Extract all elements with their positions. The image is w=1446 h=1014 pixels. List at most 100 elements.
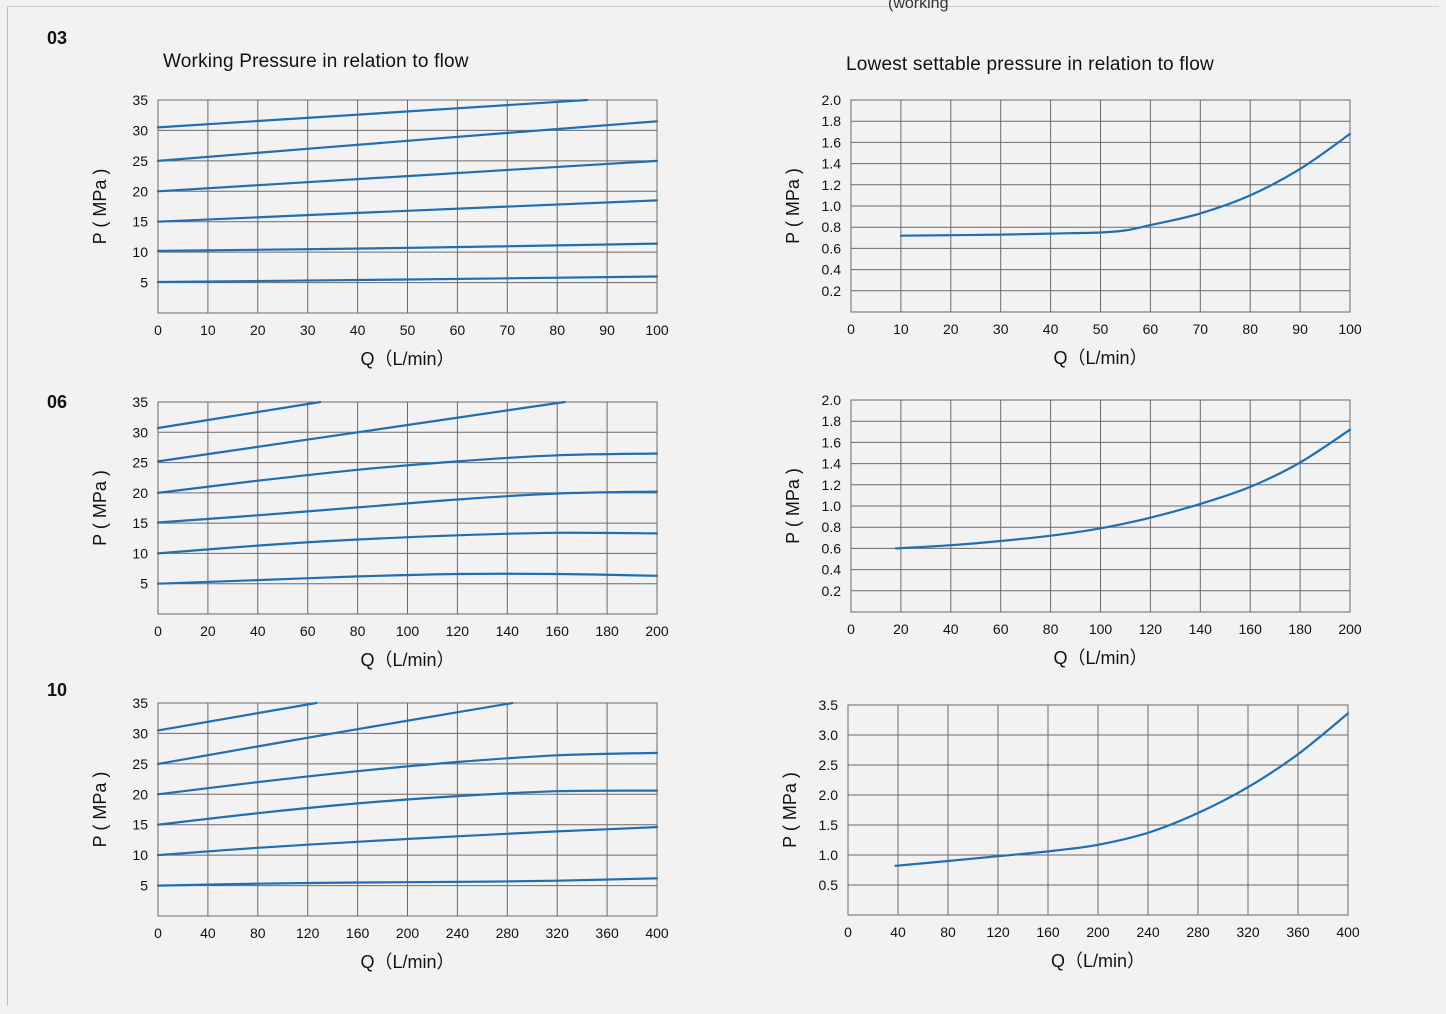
x-tick-label: 400 xyxy=(1336,924,1360,940)
x-tick-label: 50 xyxy=(1093,321,1109,337)
series-line-1 xyxy=(899,132,1352,237)
y-tick-label: 20 xyxy=(132,183,148,199)
x-tick-label: 80 xyxy=(1242,321,1258,337)
y-tick-label: 1.0 xyxy=(822,498,842,514)
series-line-5 xyxy=(156,242,659,252)
x-tick-label: 40 xyxy=(350,322,366,338)
y-tick-label: 3.5 xyxy=(819,697,839,713)
series-line-4 xyxy=(156,789,659,826)
y-tick-label: 1.8 xyxy=(822,413,842,429)
x-tick-label: 0 xyxy=(844,924,852,940)
x-tick-label: 30 xyxy=(300,322,316,338)
x-tick-label: 80 xyxy=(940,924,956,940)
x-tick-label: 0 xyxy=(154,925,162,941)
y-tick-label: 1.6 xyxy=(822,134,842,150)
x-tick-label: 10 xyxy=(200,322,216,338)
x-tick-label: 60 xyxy=(993,621,1009,637)
x-tick-label: 100 xyxy=(1338,321,1362,337)
x-axis-label: Q（L/min） xyxy=(1053,348,1147,368)
y-tick-label: 35 xyxy=(132,394,148,410)
y-tick-label: 1.5 xyxy=(819,817,839,833)
top-note-text: (working xyxy=(888,0,949,12)
x-tick-label: 240 xyxy=(1136,924,1160,940)
x-tick-label: 70 xyxy=(500,322,516,338)
y-tick-label: 0.4 xyxy=(822,562,842,578)
y-axis-label: P ( MPa ) xyxy=(783,468,803,544)
x-tick-label: 40 xyxy=(890,924,906,940)
x-tick-label: 100 xyxy=(1089,621,1113,637)
y-tick-label: 15 xyxy=(132,515,148,531)
y-tick-label: 10 xyxy=(132,847,148,863)
y-tick-label: 2.5 xyxy=(819,757,839,773)
x-tick-label: 100 xyxy=(645,322,669,338)
x-tick-label: 90 xyxy=(599,322,615,338)
x-tick-label: 200 xyxy=(1086,924,1110,940)
x-tick-label: 90 xyxy=(1292,321,1308,337)
y-tick-label: 0.6 xyxy=(822,540,842,556)
x-axis-label: Q（L/min） xyxy=(360,349,454,369)
y-axis-label: P ( MPa ) xyxy=(780,772,800,848)
series-line-1 xyxy=(894,712,1350,867)
x-tick-label: 40 xyxy=(1043,321,1059,337)
x-tick-label: 10 xyxy=(893,321,909,337)
x-tick-label: 50 xyxy=(400,322,416,338)
x-tick-label: 360 xyxy=(595,925,619,941)
y-tick-label: 0.8 xyxy=(822,219,842,235)
x-tick-label: 120 xyxy=(446,623,470,639)
series-line-6 xyxy=(156,572,659,585)
y-tick-label: 1.2 xyxy=(822,177,842,193)
series-line-2 xyxy=(156,400,566,463)
y-tick-label: 30 xyxy=(132,725,148,741)
y-tick-label: 35 xyxy=(132,92,148,108)
x-tick-label: 120 xyxy=(1139,621,1163,637)
y-tick-label: 0.4 xyxy=(822,262,842,278)
y-tick-label: 0.2 xyxy=(822,583,842,599)
x-axis-label: Q（L/min） xyxy=(360,650,454,670)
x-tick-label: 140 xyxy=(496,623,520,639)
x-tick-label: 40 xyxy=(250,623,266,639)
x-tick-label: 20 xyxy=(250,322,266,338)
x-tick-label: 200 xyxy=(396,925,420,941)
x-tick-label: 20 xyxy=(200,623,216,639)
y-tick-label: 2.0 xyxy=(822,392,842,408)
series-line-3 xyxy=(156,751,659,796)
y-tick-label: 0.2 xyxy=(822,283,842,299)
y-tick-label: 25 xyxy=(132,756,148,772)
y-tick-label: 5 xyxy=(140,275,148,291)
section-label-10: 10 xyxy=(47,680,68,700)
series-line-5 xyxy=(156,531,659,555)
chart-c06L: 0 20 40 60 80 100 120 140 160 180 200 5 10 15 20 25 30 35… xyxy=(90,394,669,670)
x-tick-label: 40 xyxy=(943,621,959,637)
x-axis-label: Q（L/min） xyxy=(360,952,454,972)
y-tick-label: 10 xyxy=(132,244,148,260)
x-tick-label: 60 xyxy=(300,623,316,639)
x-tick-label: 60 xyxy=(1143,321,1159,337)
chart-c06R: 0 20 40 60 80 100 120 140 160 180 200 0.2 0.4 0.6 0.8 1… xyxy=(783,392,1362,668)
x-tick-label: 70 xyxy=(1193,321,1209,337)
y-tick-label: 1.0 xyxy=(822,198,842,214)
series-line-1 xyxy=(156,400,322,430)
left-column-title: Working Pressure in relation to flow xyxy=(163,51,469,72)
x-tick-label: 120 xyxy=(986,924,1010,940)
x-tick-label: 0 xyxy=(154,322,162,338)
chart-c03L: 0 10 20 30 40 50 60 70 80 90 100 5 10 15 20 25 30 35 Q（L/m… xyxy=(90,92,669,369)
y-tick-label: 1.4 xyxy=(822,456,842,472)
x-tick-label: 160 xyxy=(1239,621,1263,637)
y-tick-label: 30 xyxy=(132,122,148,138)
x-tick-label: 280 xyxy=(496,925,520,941)
x-tick-label: 120 xyxy=(296,925,320,941)
x-tick-label: 80 xyxy=(1043,621,1059,637)
y-tick-label: 15 xyxy=(132,817,148,833)
series-line-4 xyxy=(156,490,659,524)
x-tick-label: 80 xyxy=(250,925,266,941)
series-line-1 xyxy=(156,701,318,732)
series-line-3 xyxy=(156,452,659,494)
y-tick-label: 30 xyxy=(132,424,148,440)
series-line-2 xyxy=(156,701,514,765)
y-tick-label: 1.4 xyxy=(822,156,842,172)
y-tick-label: 0.8 xyxy=(822,519,842,535)
x-tick-label: 80 xyxy=(549,322,565,338)
y-tick-label: 3.0 xyxy=(819,727,839,743)
x-tick-label: 360 xyxy=(1286,924,1310,940)
